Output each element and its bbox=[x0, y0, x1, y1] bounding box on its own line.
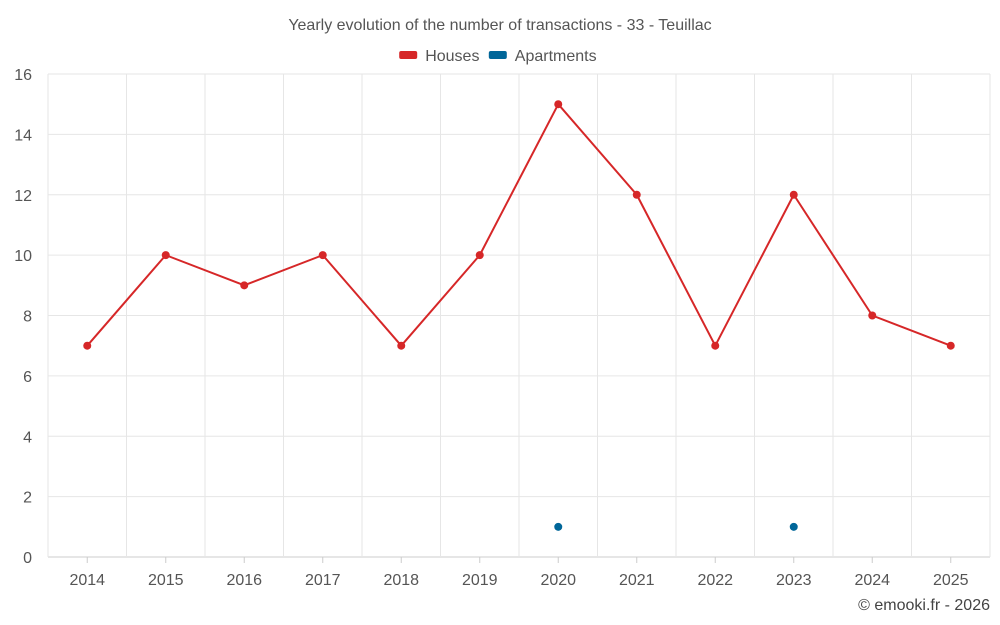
x-tick-label: 2014 bbox=[69, 572, 105, 589]
data-point-houses[interactable] bbox=[711, 341, 720, 350]
legend-label-houses: Houses bbox=[425, 48, 479, 65]
y-tick-label: 4 bbox=[23, 429, 32, 446]
data-point-houses[interactable] bbox=[554, 100, 563, 109]
data-point-houses[interactable] bbox=[946, 341, 955, 350]
y-tick-label: 14 bbox=[14, 127, 32, 144]
legend-label-apartments: Apartments bbox=[515, 48, 597, 65]
x-tick-label: 2016 bbox=[226, 572, 262, 589]
data-point-houses[interactable] bbox=[318, 251, 327, 260]
chart-title: Yearly evolution of the number of transa… bbox=[288, 17, 711, 34]
y-tick-label: 8 bbox=[23, 309, 32, 326]
y-tick-label: 6 bbox=[23, 369, 32, 386]
legend-item-apartments[interactable]: Apartments bbox=[488, 48, 597, 65]
data-point-houses[interactable] bbox=[83, 341, 92, 350]
x-tick-label: 2024 bbox=[854, 572, 890, 589]
legend: Houses Apartments bbox=[399, 48, 597, 65]
data-point-houses[interactable] bbox=[240, 281, 249, 290]
data-point-houses[interactable] bbox=[475, 251, 484, 260]
x-tick-label: 2021 bbox=[619, 572, 655, 589]
data-point-houses[interactable] bbox=[397, 341, 406, 350]
series-layer bbox=[83, 100, 955, 531]
x-tick-label: 2022 bbox=[697, 572, 733, 589]
y-tick-label: 12 bbox=[14, 188, 32, 205]
data-point-houses[interactable] bbox=[632, 190, 641, 199]
x-tick-label: 2023 bbox=[776, 572, 812, 589]
x-tick-label: 2015 bbox=[148, 572, 184, 589]
x-tick-label: 2025 bbox=[933, 572, 969, 589]
x-tick-label: 2018 bbox=[383, 572, 419, 589]
x-tick-label: 2020 bbox=[540, 572, 576, 589]
y-tick-label: 10 bbox=[14, 248, 32, 265]
x-axis: 2014 2015 2016 2017 2018 2019 2020 2021 2022 2023… bbox=[69, 557, 969, 589]
data-point-apartments[interactable] bbox=[789, 522, 798, 531]
y-tick-label: 2 bbox=[23, 490, 32, 507]
y-axis: 0 2 4 6 8 10 12 14 16 bbox=[14, 67, 32, 567]
x-tick-label: 2017 bbox=[305, 572, 341, 589]
data-point-houses[interactable] bbox=[789, 190, 798, 199]
data-point-houses[interactable] bbox=[868, 311, 877, 320]
legend-swatch-houses bbox=[399, 51, 418, 59]
grid bbox=[47, 73, 991, 558]
data-point-apartments[interactable] bbox=[554, 522, 563, 531]
credit: © emooki.fr - 2026 bbox=[858, 597, 990, 614]
data-point-houses[interactable] bbox=[161, 251, 170, 260]
legend-item-houses[interactable]: Houses bbox=[399, 48, 479, 65]
legend-swatch-apartments bbox=[488, 51, 507, 59]
x-tick-label: 2019 bbox=[462, 572, 498, 589]
series-line-houses bbox=[86, 103, 952, 347]
y-tick-label: 0 bbox=[23, 550, 32, 567]
y-tick-label: 16 bbox=[14, 67, 32, 84]
